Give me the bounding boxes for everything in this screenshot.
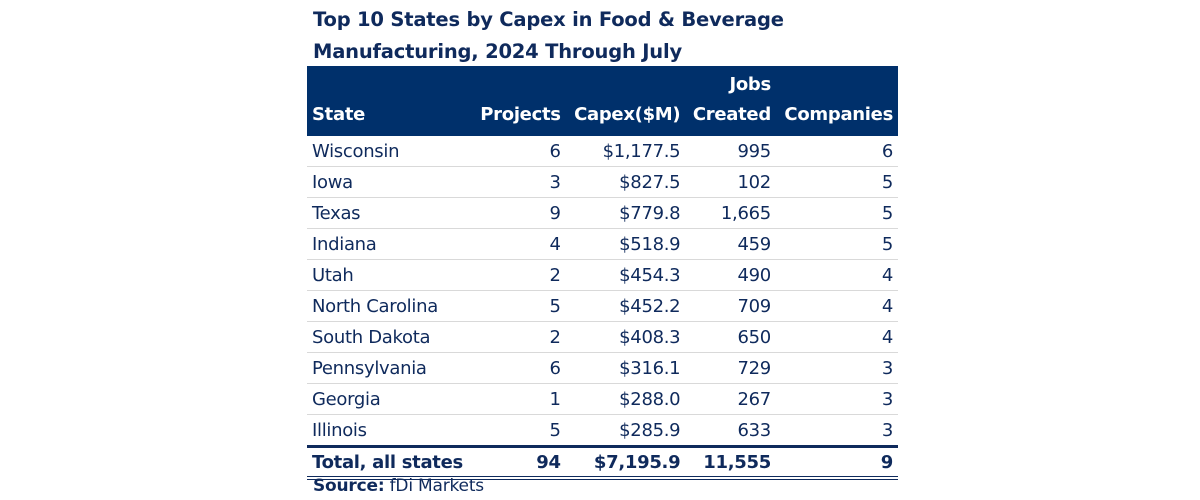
cell-jobs: 459	[685, 228, 776, 260]
cell-jobs: 633	[685, 414, 776, 447]
cell-state: South Dakota	[307, 321, 473, 353]
cell-companies: 3	[775, 414, 898, 447]
title-line-1: Top 10 States by Capex in Food & Beverag…	[313, 8, 784, 31]
cell-state: Iowa	[307, 166, 473, 198]
cell-companies: 9	[775, 445, 898, 480]
cell-state: Texas	[307, 197, 473, 229]
table-row: Wisconsin 6 $1,177.5 995 6	[307, 136, 898, 167]
table-row: Iowa 3 $827.5 102 5	[307, 166, 898, 198]
cell-companies: 6	[775, 136, 898, 167]
header-jobs: Jobs Created	[685, 66, 776, 136]
cell-state: Pennsylvania	[307, 352, 473, 384]
title-line-2: Manufacturing, 2024 Through July	[313, 40, 682, 63]
cell-jobs: 267	[685, 383, 776, 415]
cell-projects: 5	[472, 290, 566, 322]
cell-projects: 6	[472, 352, 566, 384]
cell-capex: $408.3	[565, 321, 686, 353]
cell-projects: 3	[472, 166, 566, 198]
cell-companies: 4	[775, 290, 898, 322]
header-state: State	[312, 104, 366, 125]
cell-jobs: 490	[685, 259, 776, 291]
cell-jobs: 102	[685, 166, 776, 198]
cell-state: Utah	[307, 259, 473, 291]
cell-capex: $7,195.9	[565, 445, 686, 480]
table-row: Indiana 4 $518.9 459 5	[307, 228, 898, 260]
cell-projects: 1	[472, 383, 566, 415]
cell-capex: $518.9	[565, 228, 686, 260]
cell-projects: 6	[472, 136, 566, 167]
table-row: Illinois 5 $285.9 633 3	[307, 414, 898, 447]
cell-capex: $452.2	[565, 290, 686, 322]
header-jobs-bottom: Created	[692, 104, 771, 125]
cell-jobs: 709	[685, 290, 776, 322]
cell-companies: 3	[775, 383, 898, 415]
table-row: South Dakota 2 $408.3 650 4	[307, 321, 898, 353]
cell-projects: 9	[472, 197, 566, 229]
cell-state: Wisconsin	[307, 136, 473, 167]
cell-jobs: 11,555	[685, 445, 776, 480]
cell-projects: 4	[472, 228, 566, 260]
table-title: Top 10 States by Capex in Food & Beverag…	[313, 4, 784, 68]
cell-capex: $454.3	[565, 259, 686, 291]
source-label: Source:	[313, 476, 385, 496]
source-value: fDi Markets	[389, 476, 484, 496]
cell-capex: $288.0	[565, 383, 686, 415]
cell-jobs: 1,665	[685, 197, 776, 229]
cell-companies: 5	[775, 197, 898, 229]
table-row: Pennsylvania 6 $316.1 729 3	[307, 352, 898, 384]
header-row: State Projects Capex($M) Jobs Created Com…	[307, 66, 898, 136]
cell-state: Indiana	[307, 228, 473, 260]
cell-state: Total, all states	[307, 445, 473, 480]
total-row: Total, all states 94 $7,195.9 11,555 9	[307, 445, 898, 480]
header-projects: Projects	[480, 104, 561, 125]
cell-capex: $316.1	[565, 352, 686, 384]
cell-state: North Carolina	[307, 290, 473, 322]
cell-jobs: 995	[685, 136, 776, 167]
header-capex: Capex($M)	[574, 104, 681, 125]
header-companies: Companies	[784, 104, 893, 125]
cell-companies: 5	[775, 228, 898, 260]
cell-projects: 2	[472, 259, 566, 291]
cell-state: Illinois	[307, 414, 473, 447]
cell-capex: $285.9	[565, 414, 686, 447]
cell-state: Georgia	[307, 383, 473, 415]
capex-table: State Projects Capex($M) Jobs Created Com…	[307, 66, 898, 480]
cell-companies: 3	[775, 352, 898, 384]
cell-capex: $1,177.5	[565, 136, 686, 167]
cell-companies: 4	[775, 321, 898, 353]
table-row: Georgia 1 $288.0 267 3	[307, 383, 898, 415]
table-row: Texas 9 $779.8 1,665 5	[307, 197, 898, 229]
cell-jobs: 729	[685, 352, 776, 384]
table-row: Utah 2 $454.3 490 4	[307, 259, 898, 291]
source-note: Source: fDi Markets	[313, 476, 484, 496]
header-jobs-top: Jobs	[729, 74, 771, 95]
cell-companies: 5	[775, 166, 898, 198]
cell-projects: 5	[472, 414, 566, 447]
cell-projects: 94	[472, 445, 566, 480]
cell-companies: 4	[775, 259, 898, 291]
cell-capex: $827.5	[565, 166, 686, 198]
cell-capex: $779.8	[565, 197, 686, 229]
cell-projects: 2	[472, 321, 566, 353]
table-row: North Carolina 5 $452.2 709 4	[307, 290, 898, 322]
cell-jobs: 650	[685, 321, 776, 353]
